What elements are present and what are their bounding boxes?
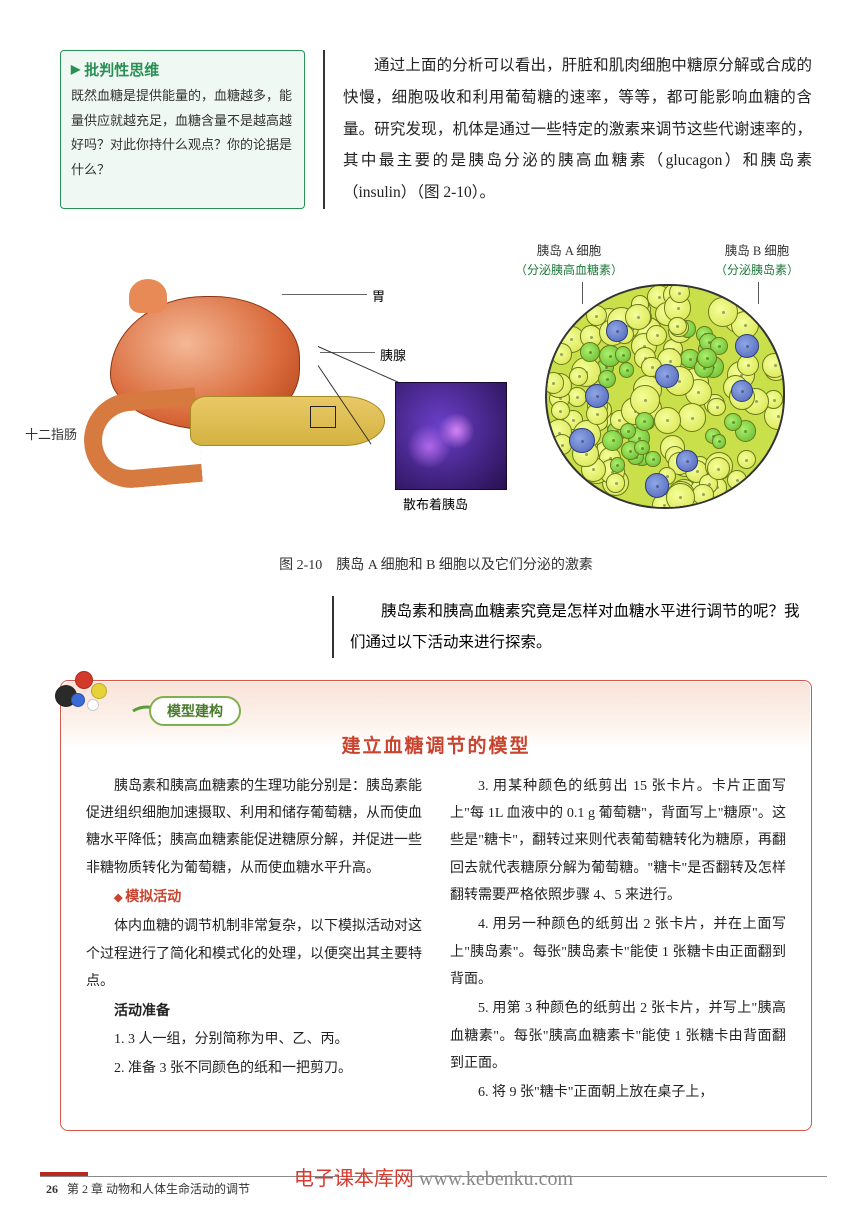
micro-label: 散布着胰岛 — [403, 494, 468, 513]
atom — [71, 693, 85, 707]
stomach-leader — [282, 294, 367, 295]
prep-heading: 活动准备 — [86, 998, 422, 1025]
microscope-image — [395, 382, 507, 490]
model-column-right: 3. 用某种颜色的纸剪出 15 张卡片。卡片正面写上"每 1L 血液中的 0.1… — [450, 773, 786, 1109]
cell-b-title: 胰岛 B 细胞 — [715, 242, 799, 261]
model-section: 模型建构 建立血糖调节的模型 胰岛素和胰高血糖素的生理功能分别是：胰岛素能促进组… — [60, 680, 812, 1132]
prep-item-3: 3. 用某种颜色的纸剪出 15 张卡片。卡片正面写上"每 1L 血液中的 0.1… — [450, 773, 786, 909]
watermark-brand: 电子课本库网 — [294, 1168, 414, 1190]
question-paragraph: 胰岛素和胰高血糖素究竟是怎样对血糖水平进行调节的呢？我们通过以下活动来进行探索。 — [332, 596, 812, 658]
critical-title-row: ▶ 批判性思维 — [71, 59, 294, 80]
critical-title: 批判性思维 — [84, 59, 159, 80]
duodenum-label: 十二指肠 — [25, 424, 77, 443]
page: ▶ 批判性思维 既然血糖是提供能量的，血糖越多，能量供应就越充足，血糖含量不是越… — [0, 0, 867, 1227]
model-columns: 胰岛素和胰高血糖素的生理功能分别是：胰岛素能促进组织细胞加速摄取、利用和储存葡萄… — [86, 773, 786, 1109]
prep-item-5: 5. 用第 3 种颜色的纸剪出 2 张卡片，并写上"胰高血糖素"。每张"胰高血糖… — [450, 995, 786, 1077]
critical-thinking-box: ▶ 批判性思维 既然血糖是提供能量的，血糖越多，能量供应就越充足，血糖含量不是越… — [60, 50, 305, 209]
stomach-label: 胃 — [372, 286, 385, 305]
cell-a-label: 胰岛 A 细胞 （分泌胰高血糖素） — [515, 242, 623, 279]
figure-caption: 图 2-10 胰岛 A 细胞和 B 细胞以及它们分泌的激素 — [60, 554, 812, 574]
page-footer: 26 第 2 章 动物和人体生命活动的调节 电子课本库网 www.kebenku… — [0, 1172, 867, 1197]
atom — [87, 699, 99, 711]
cell-b-label: 胰岛 B 细胞 （分泌胰岛素） — [715, 242, 799, 279]
triangle-icon: ▶ — [71, 62, 80, 77]
atom — [91, 683, 107, 699]
anatomy-illustration — [80, 296, 400, 496]
model-p1: 胰岛素和胰高血糖素的生理功能分别是：胰岛素能促进组织细胞加速摄取、利用和储存葡萄… — [86, 773, 422, 882]
duodenum-shape — [80, 387, 203, 492]
critical-body: 既然血糖是提供能量的，血糖越多，能量供应就越充足，血糖含量不是越高越好吗？对此你… — [71, 84, 294, 183]
islet-diagram — [545, 284, 785, 509]
model-title: 建立血糖调节的模型 — [86, 731, 786, 758]
zoom-box — [310, 406, 336, 428]
prep-item-6: 6. 将 9 张"糖卡"正面朝上放在桌子上， — [450, 1079, 786, 1106]
model-p2: 体内血糖的调节机制非常复杂，以下模拟活动对这个过程进行了简化和模式化的处理，以便… — [86, 913, 422, 995]
cell-a-title: 胰岛 A 细胞 — [515, 242, 623, 261]
prep-item-1: 1. 3 人一组，分别简称为甲、乙、丙。 — [86, 1026, 422, 1053]
watermark-url: www.kebenku.com — [419, 1168, 573, 1190]
cell-b-subtitle: （分泌胰岛素） — [715, 261, 799, 279]
watermark: 电子课本库网 www.kebenku.com — [0, 1162, 867, 1191]
simulation-heading: 模拟活动 — [86, 884, 422, 911]
model-tag: 模型建构 — [149, 696, 241, 726]
atom — [75, 671, 93, 689]
prep-item-4: 4. 用另一种颜色的纸剪出 2 张卡片，并在上面写上"胰岛素"。每张"胰岛素卡"… — [450, 911, 786, 993]
model-column-left: 胰岛素和胰高血糖素的生理功能分别是：胰岛素能促进组织细胞加速摄取、利用和储存葡萄… — [86, 773, 422, 1109]
islet-cells — [547, 286, 783, 507]
intro-paragraph: 通过上面的分析可以看出，肝脏和肌肉细胞中糖原分解或合成的快慢，细胞吸收和利用葡萄… — [323, 50, 812, 209]
pancreas-label: 胰腺 — [380, 345, 406, 364]
prep-item-2: 2. 准备 3 张不同颜色的纸和一把剪刀。 — [86, 1055, 422, 1082]
molecule-icon — [49, 663, 139, 718]
top-section: ▶ 批判性思维 既然血糖是提供能量的，血糖越多，能量供应就越充足，血糖含量不是越… — [60, 50, 812, 209]
figure-2-10: 胰岛 A 细胞 （分泌胰高血糖素） 胰岛 B 细胞 （分泌胰岛素） 十二指肠 胃… — [60, 234, 812, 544]
cell-a-subtitle: （分泌胰高血糖素） — [515, 261, 623, 279]
